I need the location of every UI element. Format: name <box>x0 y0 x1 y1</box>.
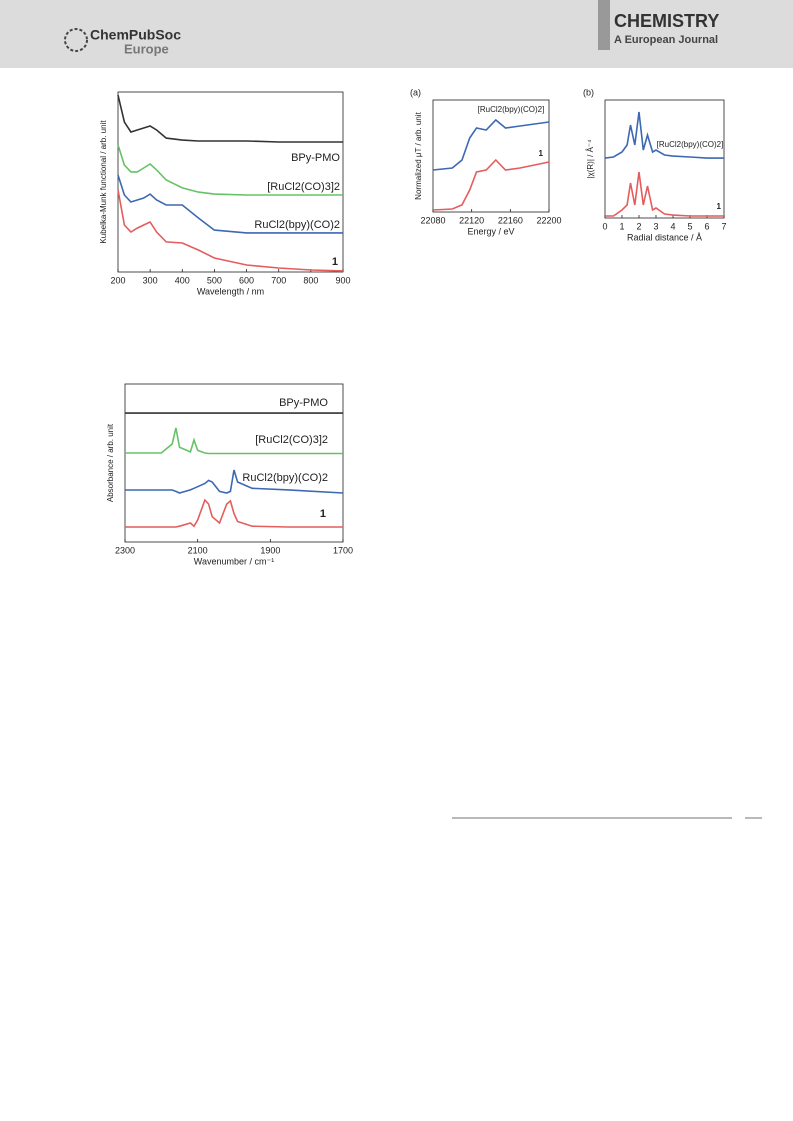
x-tick-label: 500 <box>207 275 222 285</box>
series-line <box>117 144 343 196</box>
panel-label: (b) <box>583 87 594 97</box>
x-tick-label: 6 <box>704 221 709 231</box>
x-tick-label: 900 <box>335 275 350 285</box>
series-label: 1 <box>320 508 326 520</box>
series-line <box>125 469 344 494</box>
x-tick-label: 400 <box>175 275 190 285</box>
series-line <box>605 171 724 217</box>
x-tick-label: 5 <box>687 221 692 231</box>
series-line <box>432 118 550 171</box>
series-label: [RuCl2(CO)3]2 <box>255 434 328 446</box>
x-axis-label: Wavenumber / cm⁻¹ <box>194 556 274 566</box>
y-axis-label: Absorbance / arb. unit <box>106 423 115 502</box>
x-tick-label: 0 <box>602 221 607 231</box>
journal: CHEMISTRY <box>614 11 719 31</box>
series-line <box>117 94 343 143</box>
x-tick-label: 1 <box>619 221 624 231</box>
header-band <box>0 0 793 68</box>
x-axis-label: Wavelength / nm <box>197 286 264 296</box>
series-line <box>432 158 550 211</box>
series-line <box>125 498 343 528</box>
journal-sub: A European Journal <box>614 34 718 46</box>
x-tick-label: 200 <box>110 275 125 285</box>
series-label: BPy-PMO <box>291 152 340 164</box>
plot-frame <box>432 99 550 213</box>
x-tick-label: 800 <box>303 275 318 285</box>
x-tick-label: 22080 <box>420 215 445 225</box>
x-tick-label: 700 <box>271 275 286 285</box>
x-tick-label: 300 <box>143 275 158 285</box>
plot-frame <box>124 383 344 543</box>
x-tick-label: 7 <box>721 221 726 231</box>
y-axis-label: Normalized μT / arb. unit <box>414 111 423 199</box>
plot-frame <box>117 91 344 273</box>
panel-label: (a) <box>410 87 421 97</box>
series-label: [RuCl2(CO)3]2 <box>267 181 340 193</box>
series-label: BPy-PMO <box>279 397 328 409</box>
series-label: [RuCl2(bpy)(CO)2] <box>478 105 545 114</box>
x-tick-label: 4 <box>670 221 675 231</box>
x-tick-label: 2100 <box>188 545 208 555</box>
brand-sub: Europe <box>124 41 169 56</box>
series-label: 1 <box>717 202 722 211</box>
x-tick-label: 22200 <box>536 215 561 225</box>
x-tick-label: 1700 <box>333 545 353 555</box>
x-tick-label: 2 <box>636 221 641 231</box>
brand: ChemPubSoc <box>90 27 181 43</box>
x-axis-label: Radial distance / Å <box>627 232 702 242</box>
logo-icon <box>64 28 88 52</box>
series-line <box>117 174 343 234</box>
series-label: RuCl2(bpy)(CO)2 <box>242 472 328 484</box>
y-axis-label: |χ(R)| / Å⁻⁴ <box>586 139 595 179</box>
series-line <box>604 111 724 159</box>
x-tick-label: 3 <box>653 221 658 231</box>
series-label: [RuCl2(bpy)(CO)2] <box>657 140 724 149</box>
x-tick-label: 2300 <box>115 545 135 555</box>
x-tick-label: 22160 <box>498 215 523 225</box>
series-line <box>117 189 344 272</box>
x-tick-label: 22120 <box>459 215 484 225</box>
series-line <box>125 427 343 455</box>
series-label: 1 <box>539 149 544 158</box>
y-axis-label: Kubelka-Munk functional / arb. unit <box>99 120 108 244</box>
x-axis-label: Energy / eV <box>467 226 514 236</box>
journal-mark <box>598 0 610 50</box>
series-label: 1 <box>332 256 338 268</box>
x-tick-label: 600 <box>239 275 254 285</box>
x-tick-label: 1900 <box>260 545 280 555</box>
plot-frame <box>604 99 725 219</box>
series-label: RuCl2(bpy)(CO)2 <box>254 219 340 231</box>
